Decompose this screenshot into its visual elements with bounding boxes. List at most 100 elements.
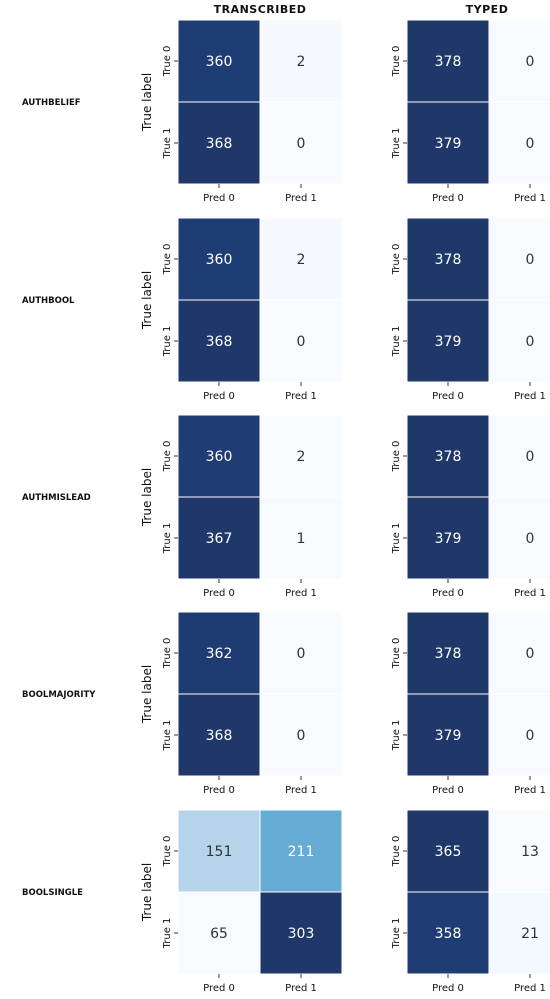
cell-value-label: 379 xyxy=(435,334,462,350)
cell-value-label: 0 xyxy=(526,728,535,744)
heatmap-cell xyxy=(488,693,550,777)
heatmap-cell xyxy=(259,414,343,498)
x-tick-label: Pred 1 xyxy=(285,983,317,994)
matrix-row: AUTHBELIEF True label 360 2 368 0 True 0 True 1… xyxy=(22,19,550,204)
heatmap-cell xyxy=(488,611,550,695)
heatmap-cell xyxy=(488,299,550,383)
y-tick-label: True 1 xyxy=(391,128,402,160)
heatmap-cell xyxy=(488,809,550,893)
y-tick-label: True 0 xyxy=(391,46,402,78)
cell-value-label: 0 xyxy=(526,531,535,547)
heatmap-cell xyxy=(259,101,343,185)
x-tick-label: Pred 0 xyxy=(203,785,235,796)
matrix-row: BOOLMAJORITY True label 362 0 368 0 True 0 True… xyxy=(22,611,550,796)
cell-value-label: 13 xyxy=(521,844,539,860)
cell-value-label: 151 xyxy=(206,844,233,860)
heatmap-cell xyxy=(177,496,261,580)
column-title-typed: TYPED xyxy=(466,3,509,16)
y-tick-label: True 0 xyxy=(391,244,402,276)
x-tick-label: Pred 1 xyxy=(514,983,546,994)
heatmap-cell xyxy=(488,496,550,580)
cell-value-label: 368 xyxy=(206,136,233,152)
y-tick-label: True 0 xyxy=(162,46,173,78)
heatmap-cell xyxy=(488,891,550,975)
heatmap-cell xyxy=(406,693,490,777)
cell-value-label: 0 xyxy=(526,136,535,152)
cell-value-label: 360 xyxy=(206,54,233,70)
y-axis-label: True label xyxy=(140,271,154,330)
cell-value-label: 379 xyxy=(435,136,462,152)
y-tick-label: True 0 xyxy=(162,638,173,670)
cell-value-label: 0 xyxy=(297,334,306,350)
y-tick-label: True 0 xyxy=(391,836,402,868)
heatmap-cell xyxy=(177,809,261,893)
row-label: AUTHBELIEF xyxy=(22,98,81,108)
cell-value-label: 379 xyxy=(435,728,462,744)
heatmap-cell xyxy=(488,101,550,185)
heatmap-cell xyxy=(488,19,550,103)
x-tick-label: Pred 0 xyxy=(432,391,464,402)
y-tick-label: True 1 xyxy=(391,918,402,950)
y-axis-label: True label xyxy=(140,468,154,527)
x-tick-label: Pred 0 xyxy=(203,588,235,599)
row-label: BOOLSINGLE xyxy=(22,888,83,898)
heatmap-cell xyxy=(406,891,490,975)
heatmap-cell xyxy=(177,19,261,103)
cell-value-label: 0 xyxy=(297,728,306,744)
x-tick-label: Pred 1 xyxy=(285,193,317,204)
y-tick-label: True 1 xyxy=(391,523,402,555)
x-tick-label: Pred 1 xyxy=(285,785,317,796)
x-tick-label: Pred 0 xyxy=(203,983,235,994)
row-label: BOOLMAJORITY xyxy=(22,690,96,700)
heatmap-cell xyxy=(177,217,261,301)
x-tick-label: Pred 0 xyxy=(432,588,464,599)
cell-value-label: 0 xyxy=(526,449,535,465)
y-tick-label: True 1 xyxy=(391,326,402,358)
heatmap-cell xyxy=(259,299,343,383)
cell-value-label: 378 xyxy=(435,646,462,662)
heatmap-cell xyxy=(406,299,490,383)
cell-value-label: 0 xyxy=(526,646,535,662)
cell-value-label: 378 xyxy=(435,54,462,70)
heatmap-cell xyxy=(259,19,343,103)
x-tick-label: Pred 1 xyxy=(285,391,317,402)
cell-value-label: 303 xyxy=(288,926,315,942)
x-tick-label: Pred 0 xyxy=(203,193,235,204)
cell-value-label: 365 xyxy=(435,844,462,860)
row-label: AUTHMISLEAD xyxy=(22,493,91,503)
y-tick-label: True 1 xyxy=(162,128,173,160)
matrix-row: BOOLSINGLE True label 151 211 65 303 True 0 Tru… xyxy=(22,809,550,994)
cell-value-label: 65 xyxy=(210,926,228,942)
row-label: AUTHBOOL xyxy=(22,296,75,306)
heatmap-cell xyxy=(488,414,550,498)
cell-value-label: 378 xyxy=(435,252,462,268)
cell-value-label: 1 xyxy=(297,531,306,547)
heatmap-cell xyxy=(488,217,550,301)
cell-value-label: 0 xyxy=(297,646,306,662)
y-axis-label: True label xyxy=(140,665,154,724)
y-tick-label: True 0 xyxy=(391,638,402,670)
cell-value-label: 0 xyxy=(526,54,535,70)
cell-value-label: 368 xyxy=(206,728,233,744)
cell-value-label: 362 xyxy=(206,646,233,662)
cell-value-label: 360 xyxy=(206,449,233,465)
cell-value-label: 379 xyxy=(435,531,462,547)
y-tick-label: True 1 xyxy=(162,720,173,752)
x-tick-label: Pred 1 xyxy=(514,193,546,204)
matrix-row: AUTHMISLEAD True label 360 2 367 1 True 0 True … xyxy=(22,414,550,599)
cell-value-label: 367 xyxy=(206,531,233,547)
y-axis-label: True label xyxy=(140,73,154,132)
y-tick-label: True 0 xyxy=(391,441,402,473)
x-tick-label: Pred 1 xyxy=(285,588,317,599)
heatmap-cell xyxy=(259,611,343,695)
heatmap-cell xyxy=(406,217,490,301)
heatmap-cell xyxy=(177,414,261,498)
cell-value-label: 0 xyxy=(526,252,535,268)
cell-value-label: 368 xyxy=(206,334,233,350)
heatmap-cell xyxy=(177,101,261,185)
cell-value-label: 2 xyxy=(297,54,306,70)
x-tick-label: Pred 1 xyxy=(514,785,546,796)
cell-value-label: 21 xyxy=(521,926,539,942)
cell-value-label: 360 xyxy=(206,252,233,268)
